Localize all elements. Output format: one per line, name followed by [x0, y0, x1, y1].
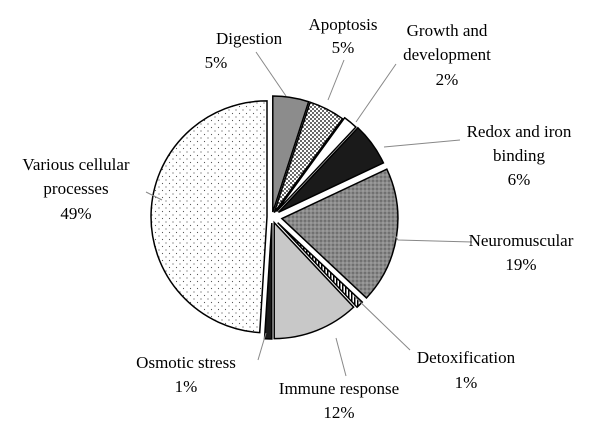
slice-percent-neuromuscular: 19% — [505, 255, 536, 274]
leader-line-redox-and-iron-binding — [383, 139, 461, 148]
slice-percent-immune-response: 12% — [323, 403, 354, 422]
slice-percent-apoptosis: 5% — [332, 38, 355, 57]
slice-label-various-cellular-processes: processes — [43, 179, 108, 198]
slice-percent-digestion: 5% — [205, 53, 228, 72]
leader-line-growth-and-development — [355, 63, 397, 123]
slice-label-osmotic-stress: Osmotic stress — [136, 353, 236, 372]
leader-line-various-cellular-processes — [145, 191, 163, 201]
pie-slice-redox-and-iron-binding — [277, 126, 385, 213]
slice-label-apoptosis: Apoptosis — [309, 15, 378, 34]
slice-label-various-cellular-processes: Various cellular — [22, 155, 129, 174]
leader-line-osmotic-stress — [257, 332, 267, 361]
slice-label-growth-and-development: Growth and — [407, 21, 488, 40]
pie-slice-digestion — [272, 95, 310, 213]
slice-percent-growth-and-development: 2% — [436, 70, 459, 89]
slice-label-redox-and-iron-binding: Redox and iron — [467, 122, 572, 141]
leader-line-immune-response — [335, 337, 347, 377]
pie-slices — [150, 95, 399, 340]
slice-percent-redox-and-iron-binding: 6% — [508, 170, 531, 189]
leader-line-detoxification — [353, 295, 411, 351]
slice-label-digestion: Digestion — [216, 29, 283, 48]
slice-percent-various-cellular-processes: 49% — [60, 204, 91, 223]
slice-label-neuromuscular: Neuromuscular — [469, 231, 574, 250]
leader-lines — [145, 51, 473, 377]
slice-label-detoxification: Detoxification — [417, 348, 516, 367]
slice-labels: Digestion 5% Apoptosis 5% Growth and developm… — [22, 15, 573, 422]
slice-percent-detoxification: 1% — [455, 373, 478, 392]
leader-line-apoptosis — [327, 59, 345, 101]
leader-line-digestion — [255, 51, 287, 97]
pie-slice-growth-and-development — [275, 116, 357, 213]
pie-slice-various-cellular-processes — [150, 100, 268, 334]
slice-percent-osmotic-stress: 1% — [175, 377, 198, 396]
leader-line-neuromuscular — [391, 229, 473, 243]
pie-slice-detoxification — [277, 222, 364, 309]
slice-label-redox-and-iron-binding: binding — [493, 146, 545, 165]
slice-label-growth-and-development: development — [403, 45, 491, 64]
pie-slice-apoptosis — [273, 101, 344, 213]
slice-label-immune-response: Immune response — [279, 379, 399, 398]
pie-slice-immune-response — [273, 220, 355, 340]
